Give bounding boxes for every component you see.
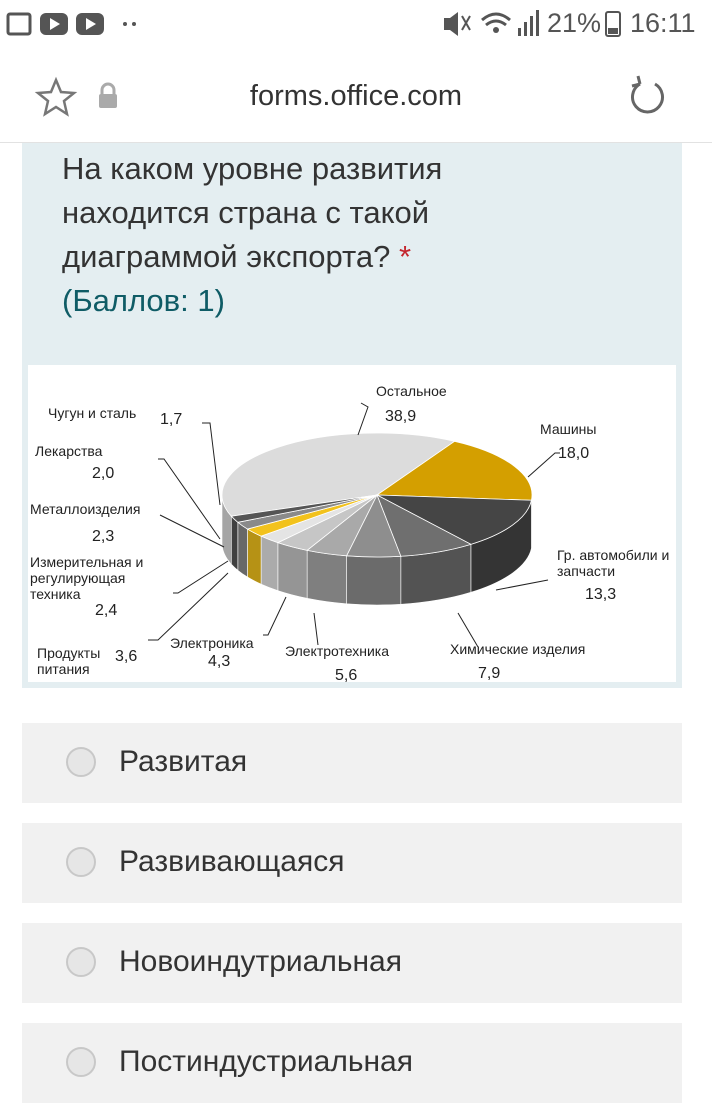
bookmark-star[interactable] (34, 76, 78, 117)
slice-label: Лекарства (35, 443, 103, 459)
option-text[interactable]: Развитая (119, 745, 248, 778)
leader-line (159, 514, 225, 548)
value-label: 38,9 (385, 408, 417, 425)
slice-side (247, 528, 262, 585)
address-icons (34, 75, 664, 117)
leader-line (457, 612, 479, 648)
slice-side (346, 555, 402, 606)
option[interactable]: Развивающаяся (22, 823, 682, 903)
option-text[interactable]: Развивающаяся (119, 845, 345, 878)
chart: Остальное 38,9 Машины 18,0 Гр. автомобили и … (28, 365, 676, 682)
pie-slice (230, 494, 378, 523)
slice-side (231, 515, 239, 571)
pie-slice (375, 440, 533, 501)
value-label: 1,7 (160, 411, 183, 428)
slice-side (306, 549, 347, 605)
points: (Баллов: 1) (62, 283, 225, 318)
radio-button[interactable] (66, 1047, 96, 1077)
slice-label: Машины (540, 421, 597, 437)
address-bar: forms.office.com (0, 50, 712, 143)
chart-plot (148, 402, 560, 648)
status-icons (6, 10, 621, 37)
slice-label: Остальное (376, 383, 447, 399)
slice-label: Измерительная и регулирующая техника (30, 554, 144, 602)
slice-label: Чугун и сталь (48, 405, 137, 421)
option-text[interactable]: Постиндустриальная (119, 1045, 413, 1078)
slice-label: Гр. автомобили и запчасти (557, 547, 670, 579)
option[interactable]: Развитая (22, 723, 682, 803)
leader-line (173, 560, 229, 594)
value-label: 7,9 (478, 665, 501, 682)
value-label: 13,3 (585, 586, 617, 603)
slice-label: Химические изделия (450, 641, 586, 657)
reload-button[interactable] (631, 82, 664, 114)
option[interactable]: Постиндустриальная (22, 1023, 682, 1103)
option-text[interactable]: Новоиндутриальная (119, 945, 402, 978)
clock: 16:11 (630, 8, 696, 38)
required-mark: * (399, 239, 412, 274)
radio-button[interactable] (66, 747, 96, 777)
value-label: 2,3 (92, 528, 115, 545)
leader-line (158, 458, 221, 540)
leader-line (148, 572, 229, 641)
leader-line (263, 596, 287, 636)
url[interactable]: forms.office.com (249, 80, 463, 112)
slice-side (277, 542, 308, 599)
radio-button[interactable] (66, 847, 96, 877)
value-label: 5,6 (335, 667, 358, 682)
question: На каком уровне развития находится стран… (62, 147, 512, 323)
leader-line (357, 402, 369, 436)
leader-line (495, 579, 549, 591)
value-label: 2,0 (92, 465, 115, 482)
status-bar: 21% 16:11 (0, 0, 712, 50)
value-label: 3,6 (115, 648, 138, 665)
leader-line (527, 452, 560, 478)
battery-level: 21% (547, 8, 602, 38)
slice-label: Продукты питания (37, 645, 101, 677)
slice-side (237, 521, 248, 578)
option[interactable]: Новоиндутриальная (22, 923, 682, 1003)
leader-line (202, 422, 221, 506)
value-label: 2,4 (95, 602, 118, 619)
pie-slice (376, 494, 532, 545)
leader-line (313, 612, 319, 646)
value-label: 4,3 (208, 653, 231, 670)
slice-label: Металлоизделия (30, 501, 141, 517)
question-text: На каком уровне развития находится стран… (62, 151, 443, 274)
pie-slice (221, 432, 456, 517)
slice-label: Электротехника (285, 643, 390, 659)
value-label: 18,0 (558, 445, 590, 462)
slice-label: Электроника (170, 635, 254, 651)
radio-button[interactable] (66, 947, 96, 977)
slice-side (260, 535, 279, 592)
